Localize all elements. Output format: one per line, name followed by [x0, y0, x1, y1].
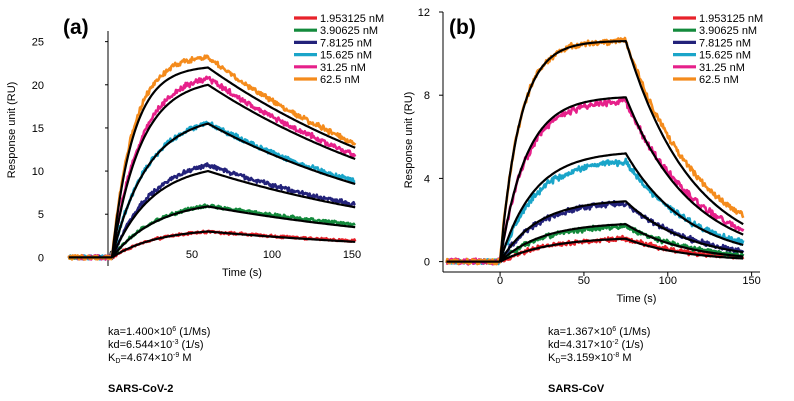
- fit-line-a-0: [111, 230, 356, 259]
- y-tick-label-a: 0: [38, 252, 44, 264]
- legend-label-a-1: 3.90625 nM: [320, 25, 378, 37]
- y-tick-label-b: 4: [424, 173, 430, 185]
- x-tick-label-b: 150: [742, 275, 760, 287]
- ka-value-a: ka=1.400×106 (1/Ms): [108, 326, 211, 338]
- panel-label-b: (b): [449, 16, 476, 39]
- x-tick-label-a: 50: [186, 249, 198, 261]
- fit-line-b-0: [499, 237, 744, 263]
- y-tick-label-a: 25: [32, 37, 44, 49]
- fit-line-b-1: [499, 223, 744, 263]
- series-line-b-4: [445, 96, 745, 266]
- KD-value-b: KD=3.159×10-8 M: [548, 352, 632, 365]
- ka-value-b: ka=1.367×106 (1/Ms): [548, 326, 651, 338]
- y-tick-label-a: 10: [32, 166, 44, 178]
- panel-label-a: (a): [63, 16, 89, 39]
- legend-label-a-3: 15.625 nM: [320, 50, 372, 62]
- legend-label-b-3: 15.625 nM: [699, 50, 751, 62]
- y-tick-label-a: 20: [32, 80, 44, 92]
- y-tick-label-a: 15: [32, 123, 44, 135]
- legend-label-b-5: 62.5 nM: [699, 74, 739, 86]
- fit-line-a-5: [110, 66, 356, 258]
- panel-b-sensorgram: (b) 0 4 8 12 0 50 100 150 Time (s) Response unit (…: [403, 7, 763, 305]
- fit-line-b-3: [499, 152, 744, 262]
- legend-label-b-2: 7.8125 nM: [699, 37, 751, 49]
- fit-line-b-5: [499, 40, 744, 262]
- KD-value-a: KD=4.674×10-9 M: [108, 352, 192, 365]
- x-axis-label-a: Time (s): [222, 267, 262, 279]
- virus-label-a: SARS-CoV-2: [108, 383, 174, 395]
- y-tick-label-a: 5: [38, 209, 44, 221]
- legend-label-b-0: 1.953125 nM: [699, 13, 763, 25]
- series-line-a-2: [68, 162, 356, 261]
- kd-value-a: kd=6.544×10-3 (1/s): [108, 339, 204, 351]
- legend-label-a-0: 1.953125 nM: [320, 13, 384, 25]
- x-tick-label-b: 100: [659, 275, 677, 287]
- legend-label-a-5: 62.5 nM: [320, 74, 360, 86]
- fit-line-b-4: [499, 96, 744, 262]
- x-tick-label-b: 0: [497, 275, 503, 287]
- x-tick-label-a: 150: [343, 249, 361, 261]
- y-axis-label-b: Response unit (RU): [403, 92, 415, 189]
- y-tick-label-b: 8: [424, 90, 430, 102]
- y-axis-label-a: Response unit (RU): [6, 82, 18, 179]
- y-tick-label-b: 12: [418, 7, 430, 19]
- kinetics-block-b: ka=1.367×106 (1/Ms) kd=4.317×10-2 (1/s) …: [548, 326, 650, 365]
- kinetics-block-a: ka=1.400×106 (1/Ms) kd=6.544×10-3 (1/s) …: [108, 326, 210, 365]
- kd-value-b: kd=4.317×10-2 (1/s): [548, 339, 644, 351]
- x-tick-label-b: 50: [578, 275, 590, 287]
- x-tick-label-a: 100: [263, 249, 281, 261]
- fit-line-b-2: [499, 200, 744, 263]
- y-tick-label-b: 0: [424, 257, 430, 269]
- legend-label-a-4: 31.25 nM: [320, 62, 366, 74]
- legend-label-a-2: 7.8125 nM: [320, 37, 372, 49]
- fit-line-a-1: [111, 205, 356, 259]
- virus-label-b: SARS-CoV: [548, 383, 605, 395]
- fit-line-a-2: [110, 170, 356, 258]
- fit-line-a-3: [110, 122, 356, 258]
- legend-label-b-4: 31.25 nM: [699, 62, 745, 74]
- x-axis-label-b: Time (s): [617, 293, 657, 305]
- fit-line-a-4: [110, 83, 356, 258]
- legend-label-b-1: 3.90625 nM: [699, 25, 757, 37]
